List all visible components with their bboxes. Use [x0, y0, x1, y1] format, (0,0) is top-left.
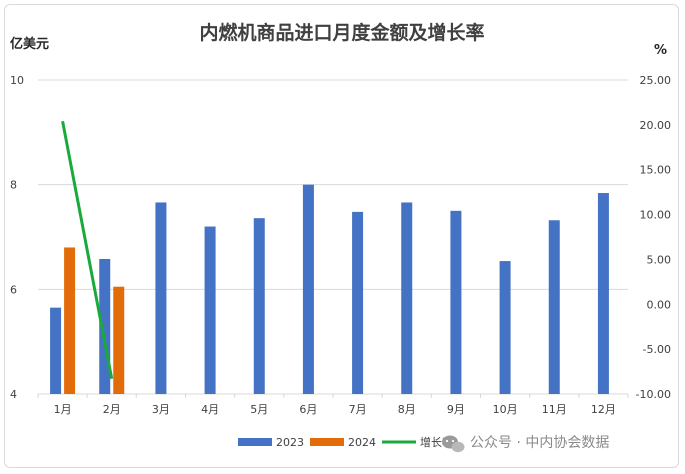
bar-2023-5月 — [253, 218, 265, 394]
x-tick-label: 8月 — [398, 403, 416, 416]
right-tick-label: 0.00 — [647, 298, 672, 311]
x-tick-label: 9月 — [447, 403, 465, 416]
x-tick-label: 5月 — [250, 403, 268, 416]
bar-2023-3月 — [155, 202, 167, 394]
wechat-icon — [442, 435, 465, 453]
left-tick-label: 4 — [10, 388, 17, 401]
bar-2023-4月 — [204, 226, 216, 394]
x-tick-label: 3月 — [152, 403, 170, 416]
bar-2023-12月 — [597, 193, 609, 394]
bar-2023-7月 — [352, 211, 364, 394]
line-series-增长率 — [61, 120, 114, 380]
right-tick-label: 15.00 — [640, 164, 672, 177]
bar-2023-8月 — [401, 202, 413, 394]
x-tick-label: 10月 — [493, 403, 518, 416]
left-tick-label: 8 — [10, 179, 17, 192]
x-tick-label: 2月 — [103, 403, 121, 416]
right-axis-unit: % — [654, 43, 667, 58]
legend-label-2023: 2023 — [276, 436, 304, 449]
watermark: 公众号 · 中内协会数据 — [442, 435, 609, 453]
right-tick-label: 25.00 — [640, 74, 672, 87]
x-tick-label: 1月 — [54, 403, 72, 416]
legend-label-2024: 2024 — [348, 436, 376, 449]
bar-2023-1月 — [50, 307, 62, 394]
bar-2023-2月 — [99, 258, 111, 394]
x-tick-label: 4月 — [201, 403, 219, 416]
right-tick-label: 10.00 — [640, 209, 672, 222]
x-tick-label: 12月 — [591, 403, 616, 416]
right-tick-label: -10.00 — [636, 388, 671, 401]
chart-title: 内燃机商品进口月度金额及增长率 — [199, 21, 484, 44]
bar-2024-1月 — [64, 247, 76, 394]
legend-swatch-2023 — [238, 438, 272, 446]
right-tick-label: -5.00 — [643, 343, 671, 356]
x-tick-label: 7月 — [349, 403, 367, 416]
bar-2023-6月 — [302, 184, 314, 394]
x-tick-label: 6月 — [299, 403, 317, 416]
left-axis-unit: 亿美元 — [10, 36, 49, 52]
right-tick-label: 20.00 — [640, 119, 672, 132]
right-tick-label: 5.00 — [647, 253, 672, 266]
x-tick-label: 11月 — [542, 403, 567, 416]
bar-2023-9月 — [450, 210, 462, 394]
watermark-text: 公众号 · 中内协会数据 — [470, 435, 609, 451]
left-tick-label: 10 — [10, 74, 24, 87]
bar-2023-11月 — [548, 220, 560, 394]
bar-2023-10月 — [499, 261, 511, 394]
bar-2024-2月 — [113, 286, 125, 394]
legend-swatch-2024 — [310, 438, 344, 446]
left-tick-label: 6 — [10, 283, 17, 296]
